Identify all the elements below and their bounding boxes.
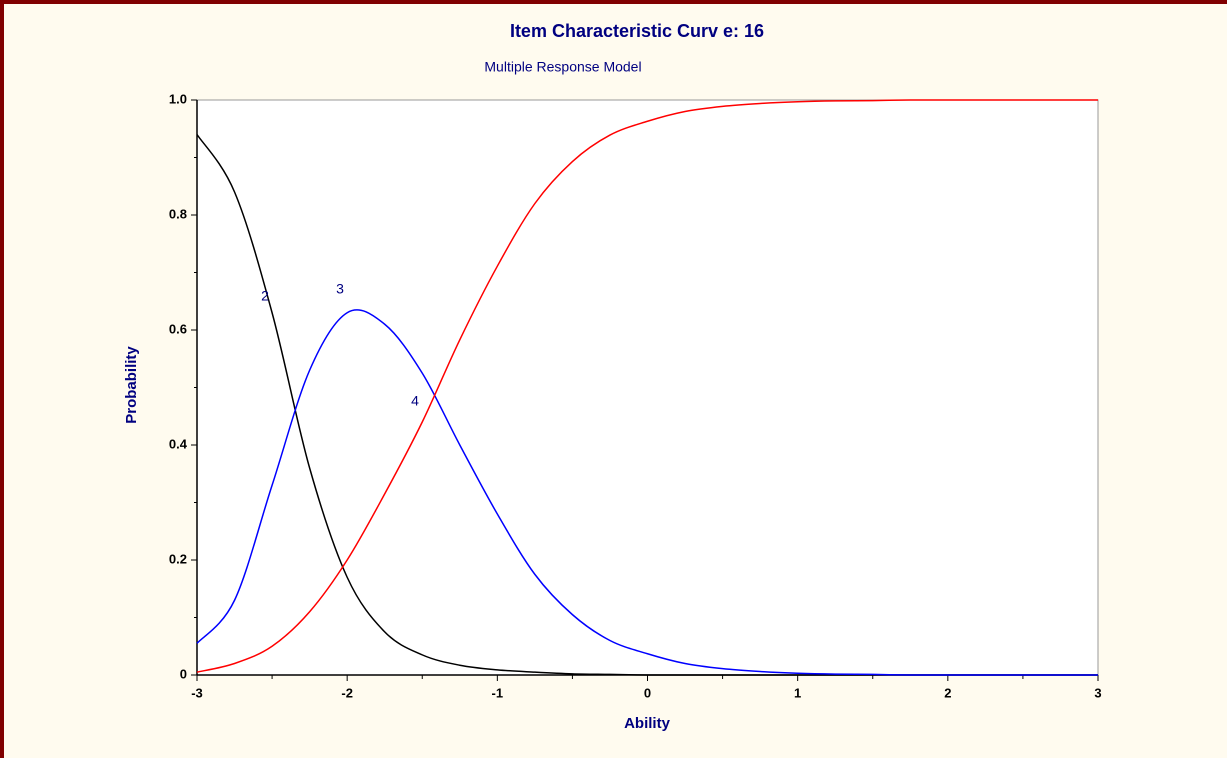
curve-label: 2 bbox=[261, 288, 269, 304]
curve-label: 4 bbox=[411, 393, 419, 409]
y-tick-label: 0.8 bbox=[169, 206, 187, 221]
x-tick-label: -1 bbox=[492, 685, 504, 700]
x-tick-label: 2 bbox=[944, 685, 951, 700]
chart-title: Item Characteristic Curv e: 16 bbox=[510, 21, 764, 41]
y-tick-label: 0.6 bbox=[169, 321, 187, 336]
x-tick-label: -3 bbox=[191, 685, 203, 700]
chart-subtitle: Multiple Response Model bbox=[484, 59, 641, 75]
y-tick-label: 0 bbox=[180, 666, 187, 681]
y-tick-label: 1.0 bbox=[169, 91, 187, 106]
x-tick-label: 3 bbox=[1094, 685, 1101, 700]
curve bbox=[196, 309, 1098, 676]
y-tick-label: 0.2 bbox=[169, 551, 187, 566]
curve bbox=[196, 99, 1098, 673]
x-tick-label: -2 bbox=[341, 685, 353, 700]
plot-area bbox=[196, 99, 1099, 676]
frame-top bbox=[0, 0, 1227, 4]
frame-left bbox=[0, 0, 4, 758]
y-axis-label: Probability bbox=[123, 346, 140, 424]
curve-label: 3 bbox=[336, 281, 344, 297]
x-tick-label: 0 bbox=[644, 685, 651, 700]
x-tick-label: 1 bbox=[794, 685, 801, 700]
x-axis-label: Ability bbox=[624, 715, 670, 732]
y-tick-label: 0.4 bbox=[169, 436, 188, 451]
